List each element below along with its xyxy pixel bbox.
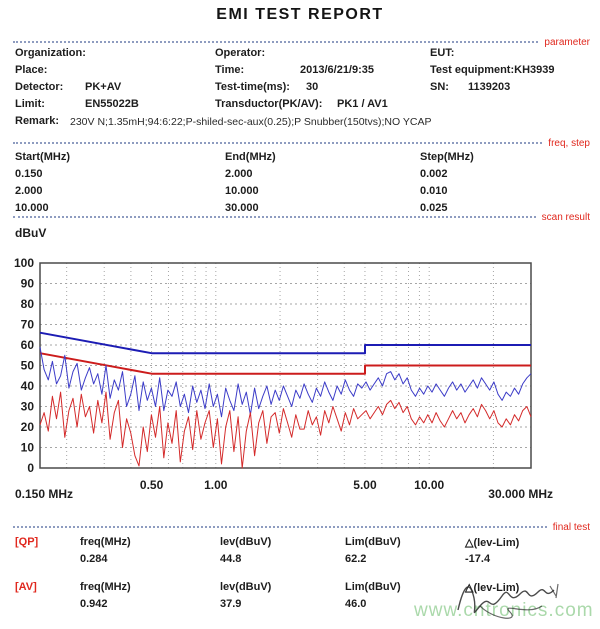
x-tick-label: 0.50 xyxy=(140,478,164,492)
test-time-label: Test-time(ms): xyxy=(215,81,290,93)
page-title: EMI TEST REPORT xyxy=(216,6,384,23)
freq-table-cell: 0.010 xyxy=(420,185,448,197)
av-header-delta: △(lev-Lim) xyxy=(465,582,520,594)
y-tick-label: 70 xyxy=(21,318,35,332)
detector-value: PK+AV xyxy=(85,81,122,93)
av-value-lim: 46.0 xyxy=(345,598,367,610)
dotted-divider xyxy=(13,41,539,43)
av-header-freq: freq(MHz) xyxy=(80,581,131,593)
PK-scan-trace xyxy=(39,347,532,418)
qp-value-lev: 44.8 xyxy=(220,553,242,565)
y-tick-label: 10 xyxy=(21,441,35,455)
av-value-lev: 37.9 xyxy=(220,598,242,610)
qp-tag: [QP] xyxy=(15,536,39,548)
dotted-divider xyxy=(13,142,543,144)
y-tick-label: 100 xyxy=(14,256,34,270)
chart-grid xyxy=(40,263,531,468)
limit-value: EN55022B xyxy=(85,98,139,110)
qp-header-lev: lev(dBuV) xyxy=(220,536,272,548)
freq-table-header-step: Step(MHz) xyxy=(420,151,474,163)
freq-table-cell: 2.000 xyxy=(15,185,43,197)
test-equipment-field: Test equipment:KH3939 xyxy=(430,64,555,76)
av-value-freq: 0.942 xyxy=(80,598,108,610)
plot-border xyxy=(39,262,532,469)
y-tick-label: 80 xyxy=(21,297,35,311)
dotted-divider xyxy=(13,216,536,218)
freq-table-header-start: Start(MHz) xyxy=(15,151,70,163)
dotted-divider xyxy=(13,526,547,528)
av-header-lim: Lim(dBuV) xyxy=(345,581,401,593)
freq-table-cell: 2.000 xyxy=(225,168,253,180)
limit-label: Limit: xyxy=(15,98,45,110)
y-tick-label: 90 xyxy=(21,277,35,291)
qp-header-freq: freq(MHz) xyxy=(80,536,131,548)
operator-label: Operator: xyxy=(215,47,266,59)
qp-header-lim: Lim(dBuV) xyxy=(345,536,401,548)
freq-table-cell: 30.000 xyxy=(225,202,259,214)
test-time-value: 30 xyxy=(306,81,319,93)
remark-value: 230V N;1.35mH;94:6:22;P-shiled-sec-aux(0… xyxy=(70,116,432,128)
y-tick-label: 20 xyxy=(21,420,35,434)
x-tick-label: 5.00 xyxy=(353,478,377,492)
x-axis-end-label: 30.000 MHz xyxy=(488,487,553,501)
remark-label: Remark: xyxy=(15,115,60,127)
test-equipment-value: KH3939 xyxy=(514,64,555,76)
qp-value-delta: -17.4 xyxy=(465,553,491,565)
section-label-freq-step: freq, step xyxy=(548,137,590,149)
y-axis-title: dBuV xyxy=(15,226,47,240)
x-tick-label: 10.00 xyxy=(414,478,444,492)
transductor-label: Transductor(PK/AV): xyxy=(215,98,323,110)
separator-scan-result: scan result xyxy=(13,211,590,223)
qp-header-delta: △(lev-Lim) xyxy=(465,537,520,549)
separator-final-test: final test xyxy=(13,521,590,533)
freq-table-cell: 10.000 xyxy=(15,202,49,214)
qp-value-lim: 62.2 xyxy=(345,553,367,565)
y-tick-label: 30 xyxy=(21,400,35,414)
freq-table-cell: 0.150 xyxy=(15,168,43,180)
AV-limit-EN55022B xyxy=(39,352,531,375)
separator-freq-step: freq, step xyxy=(13,137,590,149)
section-label-final-test: final test xyxy=(552,521,590,533)
separator-parameter: parameter xyxy=(13,36,590,48)
sn-label: SN: xyxy=(430,81,449,93)
transductor-value: PK1 / AV1 xyxy=(337,98,388,110)
time-label: Time: xyxy=(215,64,245,76)
detector-label: Detector: xyxy=(15,81,64,93)
freq-table-cell: 0.002 xyxy=(420,168,448,180)
freq-table-cell: 0.025 xyxy=(420,202,448,214)
y-tick-label: 50 xyxy=(21,359,35,373)
x-axis-start-label: 0.150 MHz xyxy=(15,487,74,501)
QP-limit-EN55022B xyxy=(39,331,531,355)
y-tick-label: 60 xyxy=(21,338,35,352)
x-tick-label: 1.00 xyxy=(204,478,228,492)
test-equipment-label: Test equipment: xyxy=(430,64,515,76)
av-header-lev: lev(dBuV) xyxy=(220,581,272,593)
sn-value: 1139203 xyxy=(468,81,511,93)
section-label-parameter: parameter xyxy=(544,36,590,48)
AV-scan-trace xyxy=(39,391,532,469)
time-value: 2013/6/21/9:35 xyxy=(300,64,375,76)
freq-table-header-end: End(MHz) xyxy=(225,151,276,163)
watermark-text: www.cntronics.com xyxy=(414,600,594,621)
av-tag: [AV] xyxy=(15,581,37,593)
organization-label: Organization: xyxy=(15,47,86,59)
qp-value-freq: 0.284 xyxy=(80,553,108,565)
freq-table-cell: 10.000 xyxy=(225,185,259,197)
eut-label: EUT: xyxy=(430,47,455,59)
y-tick-label: 0 xyxy=(27,461,34,475)
y-tick-label: 40 xyxy=(21,379,35,393)
place-label: Place: xyxy=(15,64,48,76)
section-label-scan-result: scan result xyxy=(541,211,590,223)
